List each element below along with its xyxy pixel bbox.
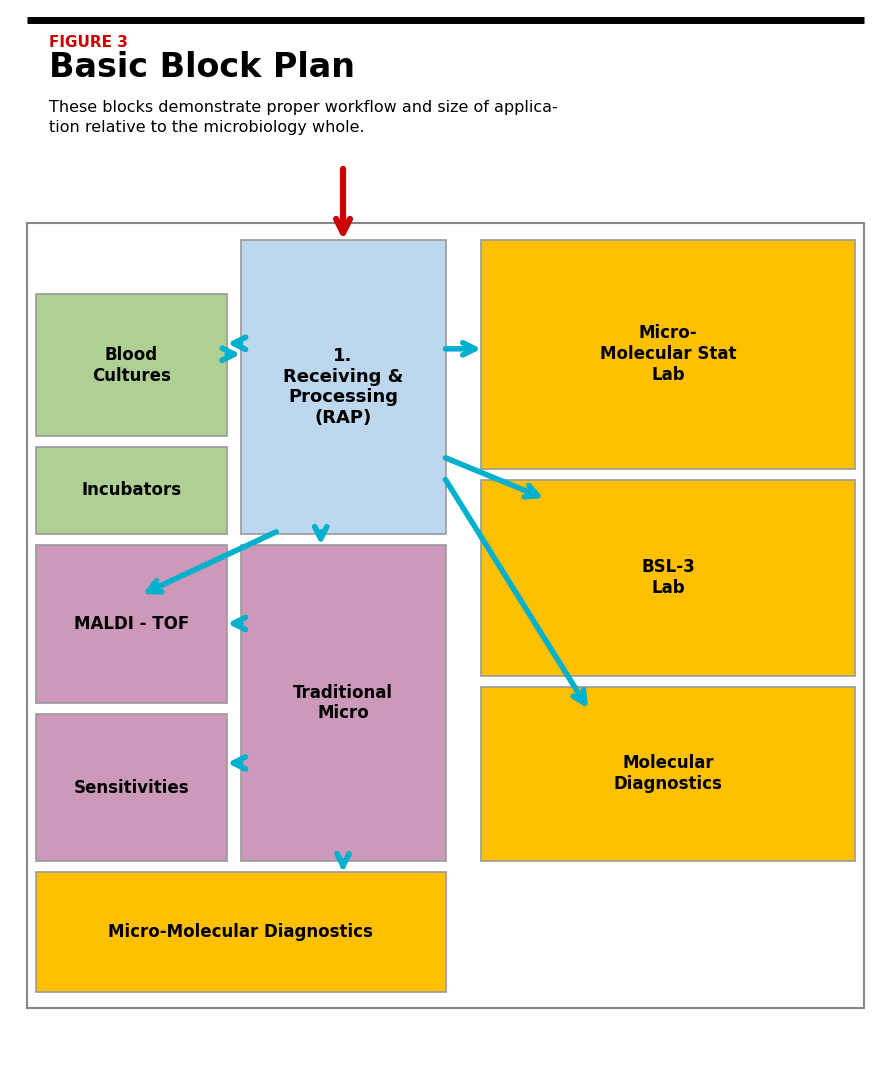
Bar [481,687,855,861]
Text: Sensitivities: Sensitivities [74,778,189,797]
Text: Basic Block Plan: Basic Block Plan [49,51,355,84]
Text: BSL-3
Lab: BSL-3 Lab [642,558,695,597]
Text: Micro-Molecular Diagnostics: Micro-Molecular Diagnostics [108,923,373,941]
Bar [36,294,227,436]
Text: Molecular
Diagnostics: Molecular Diagnostics [614,754,723,794]
Bar [481,240,855,469]
Bar [481,480,855,676]
Text: Blood
Cultures: Blood Cultures [92,346,171,385]
Text: 1.
Receiving &
Processing
(RAP): 1. Receiving & Processing (RAP) [282,347,404,427]
Bar [36,872,446,992]
Bar [36,545,227,703]
Text: These blocks demonstrate proper workflow and size of applica-
tion relative to t: These blocks demonstrate proper workflow… [49,100,558,135]
Bar [241,545,446,861]
Text: MALDI - TOF: MALDI - TOF [74,615,189,633]
Text: Traditional
Micro: Traditional Micro [293,683,393,723]
Bar [36,447,227,534]
Bar [241,240,446,534]
Bar [36,714,227,861]
Bar [27,223,864,1008]
Text: Micro-
Molecular Stat
Lab: Micro- Molecular Stat Lab [600,325,737,384]
Text: FIGURE 3: FIGURE 3 [49,35,128,50]
Text: Incubators: Incubators [81,482,182,499]
